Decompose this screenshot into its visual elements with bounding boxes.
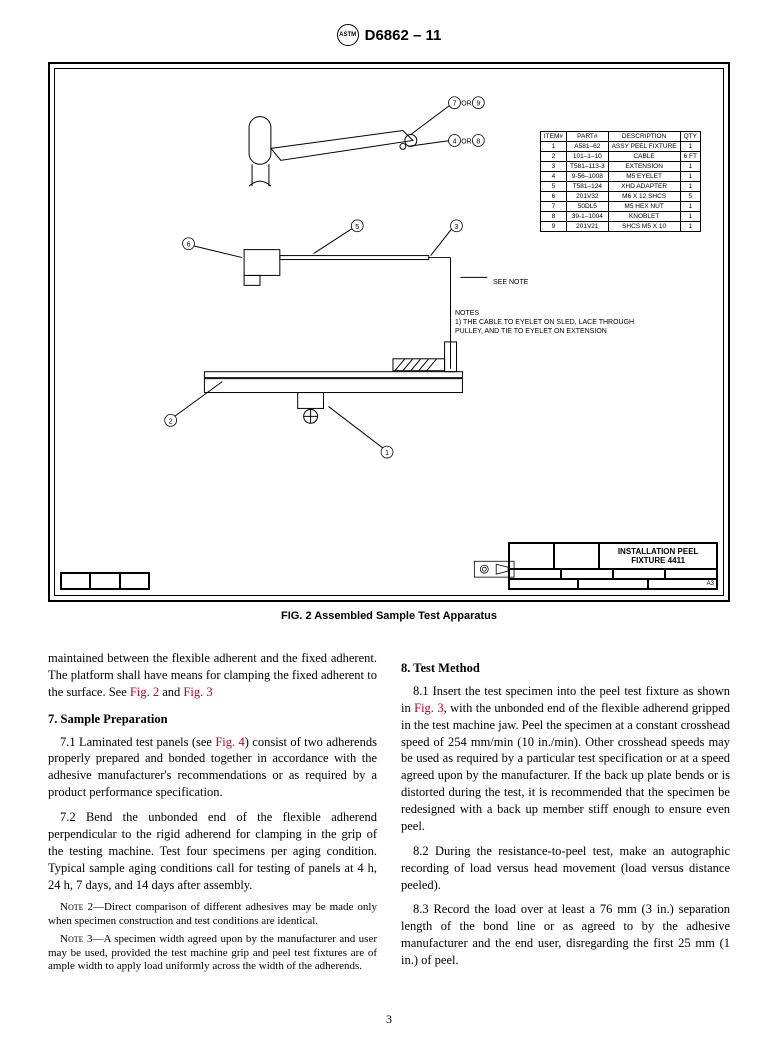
svg-text:7: 7 <box>453 101 457 108</box>
section-8-head: 8. Test Method <box>401 660 730 677</box>
parts-table-cell: 3 <box>540 162 566 172</box>
parts-table-cell: 9 <box>540 222 566 232</box>
parts-table-row: 6201V32M6 X 12 SHCS5 <box>540 192 700 202</box>
fig2-ref: Fig. 2 <box>130 685 159 699</box>
note-2: Note 2—Direct comparison of different ad… <box>48 901 377 929</box>
svg-text:1: 1 <box>385 450 389 457</box>
parts-table-cell: 6 FT <box>680 152 700 162</box>
parts-table-cell: M5 EYELET <box>608 172 680 182</box>
svg-text:8: 8 <box>476 138 480 145</box>
para-8-1: 8.1 Insert the test specimen into the pe… <box>401 683 730 835</box>
astm-logo-icon: ASTM <box>337 24 359 46</box>
parts-table-cell: 9-56–1008 <box>567 172 609 182</box>
parts-table-cell: 1 <box>680 162 700 172</box>
parts-table-row: 3T581–113-3EXTENSION1 <box>540 162 700 172</box>
parts-table-cell: T581–124 <box>567 182 609 192</box>
left-column: maintained between the flexible adherent… <box>48 650 377 978</box>
para-8-3: 8.3 Record the load over at least a 76 m… <box>401 901 730 969</box>
fig3-ref-2: Fig. 3 <box>414 701 443 715</box>
parts-table-header: DESCRIPTION <box>608 132 680 142</box>
parts-table-cell: 5 <box>680 192 700 202</box>
svg-text:9: 9 <box>476 101 480 108</box>
para-8-2: 8.2 During the resistance-to-peel test, … <box>401 843 730 894</box>
parts-table-cell: 201V21 <box>567 222 609 232</box>
parts-table-cell: KNOBLET <box>608 212 680 222</box>
right-column: 8. Test Method 8.1 Insert the test speci… <box>401 650 730 978</box>
svg-text:6: 6 <box>187 242 191 249</box>
parts-table-cell: 4 <box>540 172 566 182</box>
page: ASTM D6862 – 11 <box>0 0 778 1041</box>
parts-table-row: 839-1–1004KNOBLET1 <box>540 212 700 222</box>
parts-table-cell: A581–62 <box>567 142 609 152</box>
parts-table-cell: 2 <box>540 152 566 162</box>
parts-table-row: 9201V21SHCS M5 X 101 <box>540 222 700 232</box>
parts-table-cell: 1 <box>680 172 700 182</box>
parts-table-cell: SHCS M5 X 10 <box>608 222 680 232</box>
parts-table-header: QTY <box>680 132 700 142</box>
note-3: Note 3—A specimen width agreed upon by t… <box>48 933 377 974</box>
parts-table-cell: 1 <box>680 182 700 192</box>
parts-table-cell: M5 HEX NUT <box>608 202 680 212</box>
figure-2-inner: 7 OR 9 4 OR 8 <box>54 68 724 596</box>
parts-table-row: 750DL5M5 HEX NUT1 <box>540 202 700 212</box>
parts-table-cell: 1 <box>680 222 700 232</box>
parts-table-cell: CABLE <box>608 152 680 162</box>
parts-table-cell: 50DL5 <box>567 202 609 212</box>
parts-table-row: 5T581–124XHD ADAPTER1 <box>540 182 700 192</box>
section-7-head: 7. Sample Preparation <box>48 711 377 728</box>
para-continued: maintained between the flexible adherent… <box>48 650 377 701</box>
parts-table-cell: 5 <box>540 182 566 192</box>
svg-text:OR: OR <box>461 138 471 145</box>
figure-notes: NOTES 1) THE CABLE TO EYELET ON SLED, LA… <box>455 309 655 336</box>
parts-table-cell: T581–113-3 <box>567 162 609 172</box>
page-header: ASTM D6862 – 11 <box>48 24 730 46</box>
parts-table-cell: M6 X 12 SHCS <box>608 192 680 202</box>
parts-table-cell: 1 <box>680 142 700 152</box>
figure-caption: FIG. 2 Assembled Sample Test Apparatus <box>48 610 730 622</box>
svg-text:2: 2 <box>169 418 173 425</box>
doc-designation: D6862 – 11 <box>365 27 442 44</box>
parts-table-cell: 39-1–1004 <box>567 212 609 222</box>
parts-table-row: 2101–1–10CABLE6 FT <box>540 152 700 162</box>
notes-title: NOTES <box>455 309 655 318</box>
parts-table-cell: 101–1–10 <box>567 152 609 162</box>
note-1: 1) THE CABLE TO EYELET ON SLED, LACE THR… <box>455 318 655 336</box>
parts-table-cell: 1 <box>680 212 700 222</box>
parts-table-cell: 1 <box>680 202 700 212</box>
page-number: 3 <box>0 1012 778 1027</box>
parts-table-header: PART# <box>567 132 609 142</box>
parts-table-cell: 6 <box>540 192 566 202</box>
drawing-title-block: INSTALLATION PEEL FIXTURE 4411 A3 <box>508 542 718 590</box>
revision-block <box>60 572 150 590</box>
body-columns: maintained between the flexible adherent… <box>48 650 730 978</box>
parts-table-row: 1A581–62ASSY PEEL FIXTURE1 <box>540 142 700 152</box>
para-7-2: 7.2 Bend the unbonded end of the flexibl… <box>48 809 377 893</box>
parts-table-header: ITEM# <box>540 132 566 142</box>
parts-table-cell: EXTENSION <box>608 162 680 172</box>
svg-text:3: 3 <box>455 224 459 231</box>
parts-table-cell: 201V32 <box>567 192 609 202</box>
parts-table-cell: 7 <box>540 202 566 212</box>
svg-text:5: 5 <box>355 224 359 231</box>
fig3-ref: Fig. 3 <box>183 685 212 699</box>
figure-2-frame: 7 OR 9 4 OR 8 <box>48 62 730 602</box>
see-note-label: SEE NOTE <box>493 279 528 286</box>
title-block-title: INSTALLATION PEEL FIXTURE 4411 <box>599 543 717 569</box>
fig4-ref: Fig. 4 <box>215 735 244 749</box>
parts-table-row: 49-56–1008M5 EYELET1 <box>540 172 700 182</box>
parts-table-cell: 8 <box>540 212 566 222</box>
svg-text:OR: OR <box>461 101 471 108</box>
parts-table: ITEM#PART#DESCRIPTIONQTY 1A581–62ASSY PE… <box>540 131 701 232</box>
parts-table-cell: 1 <box>540 142 566 152</box>
para-7-1: 7.1 Laminated test panels (see Fig. 4) c… <box>48 734 377 802</box>
svg-text:4: 4 <box>453 138 457 145</box>
parts-table-cell: XHD ADAPTER <box>608 182 680 192</box>
parts-table-cell: ASSY PEEL FIXTURE <box>608 142 680 152</box>
